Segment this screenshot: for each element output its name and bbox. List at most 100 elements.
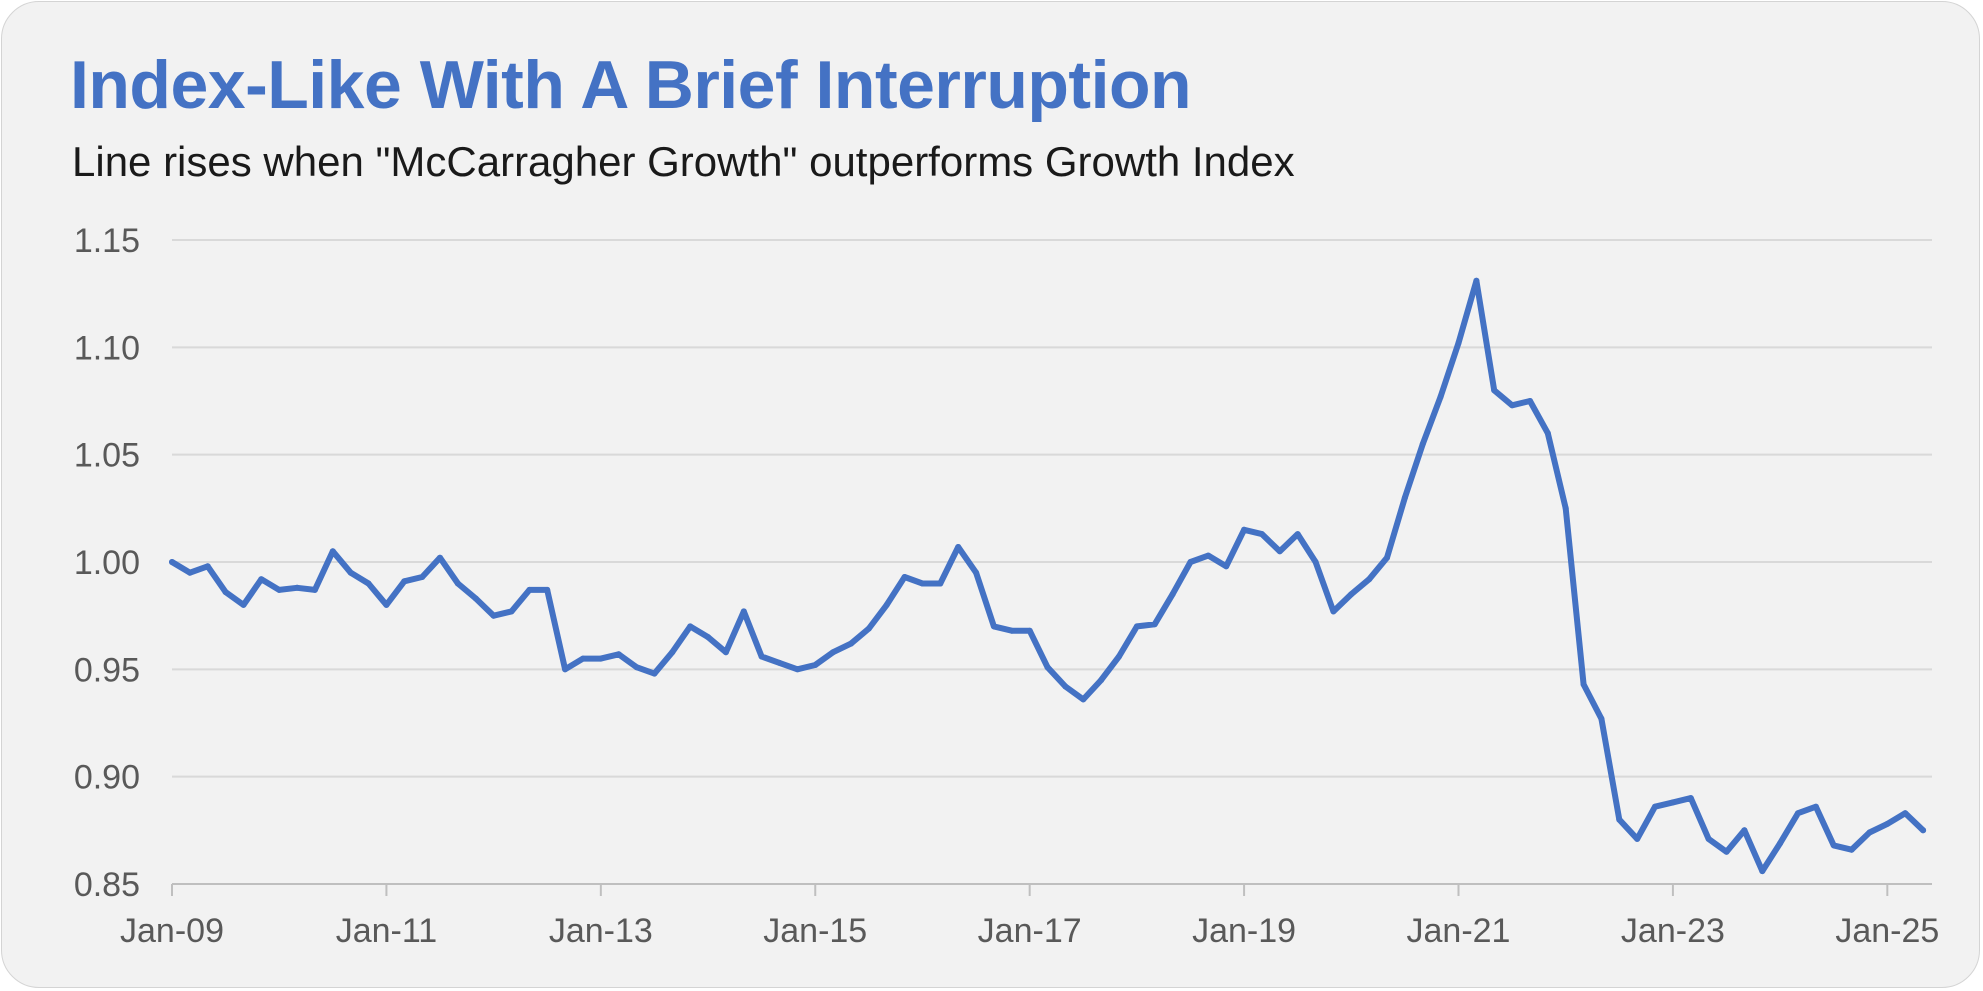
chart-title: Index-Like With A Brief Interruption — [70, 47, 1192, 123]
data-point — [1759, 868, 1766, 875]
data-point — [990, 623, 997, 630]
data-point — [437, 554, 443, 561]
data-point — [1455, 340, 1462, 346]
data-point — [544, 586, 551, 593]
data-point — [1884, 820, 1891, 827]
x-tick-label: Jan-09 — [120, 912, 224, 950]
data-point — [740, 608, 747, 615]
data-point — [258, 576, 265, 583]
data-point — [597, 655, 604, 662]
data-point — [1241, 526, 1248, 533]
data-point — [222, 589, 229, 596]
data-point — [1419, 440, 1426, 447]
data-point — [186, 569, 193, 576]
x-tick-label: Jan-25 — [1835, 912, 1939, 950]
data-point — [204, 563, 211, 570]
data-point — [955, 544, 962, 550]
data-point — [1026, 627, 1033, 634]
data-point — [633, 664, 640, 671]
data-point — [1830, 842, 1837, 849]
data-point — [919, 580, 926, 587]
data-point — [1116, 653, 1122, 660]
data-point — [812, 662, 819, 668]
data-point — [276, 586, 283, 593]
data-point — [240, 601, 247, 608]
data-point — [1276, 548, 1283, 555]
y-tick-label: 1.10 — [74, 329, 140, 367]
data-point — [1777, 840, 1784, 847]
data-point — [526, 586, 533, 593]
data-point — [329, 548, 336, 555]
data-point — [651, 670, 658, 677]
data-point — [1312, 559, 1319, 565]
data-point — [1384, 554, 1390, 561]
x-tick-label: Jan-11 — [336, 912, 437, 950]
data-point — [1598, 715, 1605, 722]
data-point — [1080, 696, 1087, 703]
data-point — [1705, 835, 1712, 842]
data-point — [1902, 810, 1909, 817]
chart-subtitle: Line rises when "McCarragher Growth" out… — [72, 138, 1295, 185]
data-point — [1527, 398, 1533, 404]
data-point — [830, 649, 837, 656]
y-tick-label: 0.90 — [74, 759, 140, 797]
data-point — [401, 578, 408, 585]
data-point — [1294, 531, 1301, 538]
data-point — [1348, 591, 1355, 598]
data-point — [1634, 835, 1641, 842]
x-axis-ticks: Jan-09 Jan-11 Jan-13 Jan-15 Jan-17 Jan-19 Jan-… — [120, 884, 1939, 950]
series-line-0 — [169, 277, 1927, 875]
x-tick-label: Jan-13 — [549, 912, 653, 950]
data-point — [669, 649, 676, 656]
data-point — [454, 580, 461, 587]
data-point — [758, 653, 765, 660]
data-point — [1366, 576, 1373, 583]
data-point — [347, 569, 354, 576]
data-point — [365, 580, 372, 587]
data-point — [1133, 623, 1140, 630]
x-tick-label: Jan-23 — [1621, 912, 1725, 950]
data-point — [1652, 803, 1658, 810]
data-point — [722, 649, 729, 656]
data-point — [1098, 677, 1105, 684]
y-axis-ticks: 1.15 1.10 1.05 1.00 0.95 0.90 0.85 — [74, 222, 140, 904]
data-point — [1562, 505, 1569, 512]
data-point — [1187, 559, 1194, 565]
data-point — [508, 608, 515, 615]
data-point — [901, 574, 908, 580]
data-point — [383, 601, 390, 608]
data-point — [1008, 627, 1015, 634]
data-point — [1151, 621, 1158, 628]
data-point — [1580, 681, 1587, 688]
data-point — [1401, 494, 1408, 501]
x-tick-label: Jan-15 — [763, 912, 867, 950]
data-point — [1044, 664, 1051, 671]
data-point — [848, 640, 854, 647]
data-point — [1169, 591, 1176, 598]
data-point — [294, 584, 301, 591]
data-point — [1920, 827, 1927, 834]
data-point — [1866, 829, 1873, 836]
data-point — [705, 634, 711, 641]
y-tick-label: 0.85 — [74, 866, 140, 904]
data-point — [1223, 563, 1230, 570]
data-point — [937, 580, 944, 587]
data-point — [883, 601, 890, 608]
x-tick-label: Jan-19 — [1192, 912, 1296, 950]
data-point — [1330, 608, 1337, 615]
data-point — [169, 559, 175, 565]
data-point — [1669, 799, 1676, 806]
data-point — [472, 595, 479, 602]
y-tick-label: 1.00 — [74, 544, 140, 582]
data-point — [1812, 803, 1819, 810]
data-point — [1258, 531, 1265, 538]
data-point — [1544, 430, 1551, 437]
data-point — [615, 651, 622, 658]
data-point — [776, 659, 783, 666]
data-point — [1509, 402, 1516, 409]
y-tick-label: 1.05 — [74, 437, 140, 475]
data-point — [419, 574, 426, 580]
data-point — [1723, 848, 1730, 855]
data-point — [562, 666, 569, 673]
